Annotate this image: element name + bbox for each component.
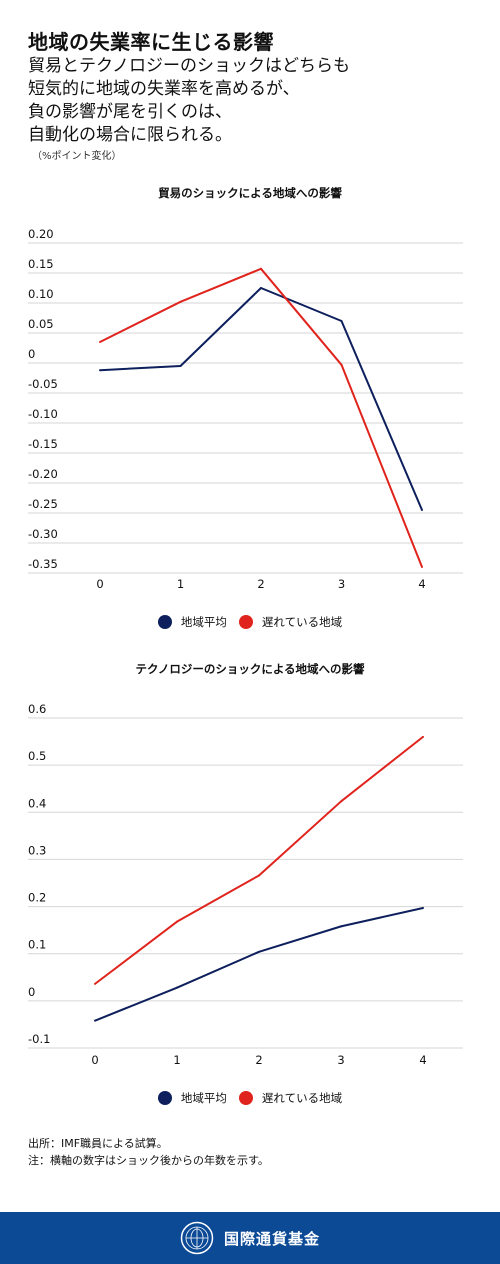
y-tick-label: -0.15 <box>28 437 58 451</box>
source-note: 出所：IMF職員による試算。 注：横軸の数字はショック後からの年数を示す。 <box>28 1135 269 1169</box>
trade-shock-chart: 0.20 0.15 0.10 0.05 0 -0.05 -0.10 -0.15 -0.20 -0.… <box>28 227 463 591</box>
x-tick-label: 2 <box>255 1053 262 1067</box>
point-average <box>260 287 262 289</box>
point-lagging <box>422 735 424 738</box>
y-tick-label: -0.30 <box>28 527 58 541</box>
series-line-lagging <box>94 736 424 985</box>
note-line: 注：横軸の数字はショック後からの年数を示す。 <box>28 1154 269 1167</box>
subtitle-line: 貿易とテクノロジーのショックはどちらも <box>28 56 350 76</box>
y-tick-label: 0.20 <box>28 227 54 241</box>
legend-item-average: 地域平均 <box>157 614 227 630</box>
y-tick-label: 0.4 <box>28 796 46 810</box>
point-average <box>176 986 178 989</box>
legend-label-average: 地域平均 <box>180 615 227 629</box>
legend-item-average: 地域平均 <box>157 1090 227 1106</box>
legend-dot-average <box>157 615 172 629</box>
y-tick-label: -0.35 <box>28 557 58 571</box>
y-tick-label: -0.1 <box>28 1032 50 1046</box>
series-line-average <box>99 287 423 511</box>
legend-label-average: 地域平均 <box>180 1091 227 1105</box>
point-average <box>340 925 342 928</box>
technology-shock-chart: 0.6 0.5 0.4 0.3 0.2 0.1 0 -0.1 0 1 2 3 4 <box>28 702 463 1067</box>
subtitle-line: 短気的に地域の失業率を高めるが、 <box>28 79 300 99</box>
x-tick-label: 1 <box>177 577 184 591</box>
legend-trade: 地域平均 遅れている地域 <box>0 614 500 630</box>
point-lagging <box>94 982 96 985</box>
x-tick-label: 0 <box>96 577 103 591</box>
imf-seal-icon <box>180 1221 214 1255</box>
point-lagging <box>176 920 178 923</box>
y-tick-label: 0.5 <box>28 749 46 763</box>
point-lagging <box>340 800 342 803</box>
y-tick-label: 0.3 <box>28 843 46 857</box>
legend-item-lagging: 遅れている地域 <box>238 614 343 630</box>
point-average <box>422 906 424 909</box>
subtitle-line: 負の影響が尾を引くのは、 <box>28 102 232 122</box>
x-tick-label: 3 <box>338 577 345 591</box>
x-tick-label: 1 <box>173 1053 180 1067</box>
y-tick-label: 0.2 <box>28 891 46 905</box>
point-lagging <box>258 874 260 877</box>
point-lagging <box>421 566 423 568</box>
point-lagging <box>179 300 182 303</box>
x-tick-label: 2 <box>257 577 264 591</box>
point-lagging <box>340 363 343 366</box>
y-tick-label: 0.6 <box>28 702 46 716</box>
y-tick-label: 0.05 <box>28 317 54 331</box>
y-tick-label: -0.20 <box>28 467 58 481</box>
point-average <box>179 365 182 367</box>
y-tick-label: 0.10 <box>28 287 54 301</box>
legend-dot-lagging <box>238 1091 253 1105</box>
series-line-average <box>94 907 424 1022</box>
legend-label-lagging: 遅れている地域 <box>261 615 343 629</box>
point-average <box>258 950 260 953</box>
subtitle-line: 自動化の場合に限られる。 <box>28 125 232 145</box>
legend-label-lagging: 遅れている地域 <box>261 1091 343 1105</box>
x-tick-label: 0 <box>91 1053 98 1067</box>
y-tick-label: 0 <box>28 985 35 999</box>
chart-title-technology: テクノロジーのショックによる地域への影響 <box>135 662 365 676</box>
org-name: 国際通貨基金 <box>223 1229 320 1248</box>
footer-bar: 国際通貨基金 <box>0 1212 500 1264</box>
chart-title-trade: 貿易のショックによる地域への影響 <box>158 186 342 200</box>
y-tick-label: 0.1 <box>28 938 46 952</box>
point-average <box>99 369 101 372</box>
legend-dot-average <box>157 1091 172 1105</box>
y-tick-label: -0.05 <box>28 377 58 391</box>
y-tick-label: -0.25 <box>28 497 58 511</box>
legend-technology: 地域平均 遅れている地域 <box>0 1090 500 1106</box>
x-tick-label: 4 <box>418 577 425 591</box>
point-lagging <box>99 341 101 343</box>
page-subtitle: 貿易とテクノロジーのショックはどちらも 短気的に地域の失業率を高めるが、 負の影… <box>28 55 478 147</box>
point-average <box>94 1019 96 1022</box>
legend-item-lagging: 遅れている地域 <box>238 1090 343 1106</box>
point-average <box>421 509 423 511</box>
series-line-lagging <box>99 267 423 568</box>
point-lagging <box>260 267 262 270</box>
x-tick-label: 3 <box>337 1053 344 1067</box>
y-tick-label: -0.10 <box>28 407 58 421</box>
x-tick-label: 4 <box>419 1053 426 1067</box>
unit-label: （%ポイント変化） <box>32 151 122 162</box>
y-tick-label: 0.15 <box>28 257 54 271</box>
page-title: 地域の失業率に生じる影響 <box>28 30 274 54</box>
legend-dot-lagging <box>238 615 253 629</box>
y-tick-label: 0 <box>28 347 35 361</box>
point-average <box>340 320 343 322</box>
source-line: 出所：IMF職員による試算。 <box>28 1137 168 1150</box>
